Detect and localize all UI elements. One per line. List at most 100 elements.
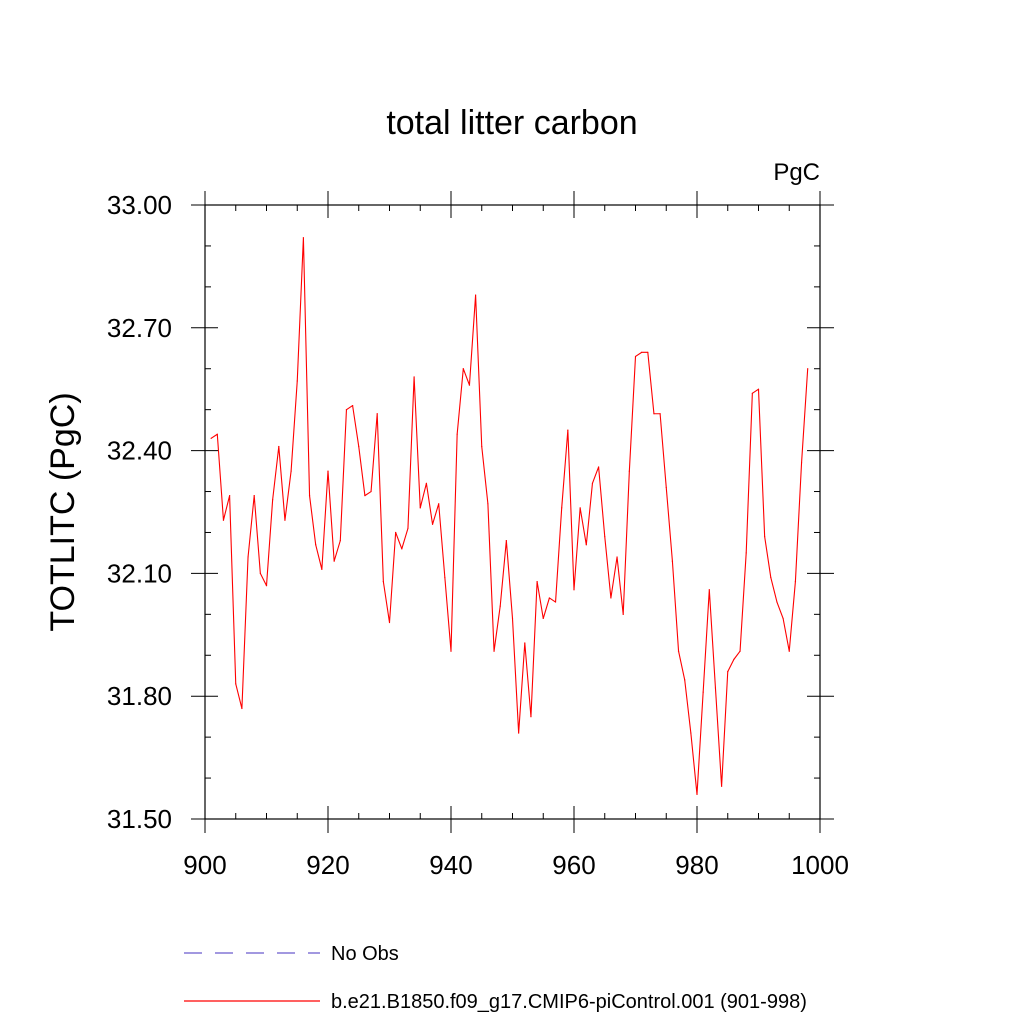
data-point [794,580,797,583]
data-point [475,294,477,296]
data-point [284,519,286,521]
data-point [536,580,538,583]
data-point [573,589,575,591]
data-point [665,486,667,489]
data-point [481,445,483,448]
data-point [339,540,341,542]
data-point [788,650,790,652]
data-point [259,572,261,575]
data-point [315,544,317,546]
data-point [702,691,704,693]
data-point [499,605,501,607]
data-point [210,437,212,439]
data-point [641,351,643,353]
data-point [800,462,803,464]
data-point [727,671,729,673]
legend-label-model: b.e21.B1850.f09_g17.CMIP6-piControl.001 … [331,991,807,1013]
x-tick-label: 960 [552,850,595,880]
x-tick-label: 980 [675,850,718,880]
data-point [622,613,624,615]
y-tick-label: 32.70 [107,313,172,343]
data-point [272,499,274,501]
series-layer [210,237,809,796]
data-point [265,585,268,587]
y-tick-label: 32.40 [107,436,172,466]
data-point [807,368,809,370]
legend-label-no-obs: No Obs [331,943,399,965]
data-point [518,732,520,734]
data-point [290,470,292,472]
data-point [444,576,446,579]
data-point [395,531,397,534]
data-point [554,601,557,603]
data-point [438,503,440,505]
data-point [505,540,507,542]
data-point [530,716,532,718]
data-point [591,482,594,484]
x-tick-label: 920 [306,850,349,880]
data-point [770,576,772,579]
series-line [210,237,809,795]
data-point [776,601,778,603]
data-point [782,617,784,620]
data-point [548,597,551,599]
data-point [653,413,655,415]
data-point [659,413,661,415]
legend: No Obs b.e21.B1850.f09_g17.CMIP6-piContr… [184,943,807,1013]
data-point [647,351,649,353]
data-point [671,560,674,562]
data-point [764,535,766,538]
data-point [302,237,304,239]
data-point [419,507,421,509]
data-point [610,597,612,599]
data-point [462,368,464,370]
data-point [604,535,606,538]
data-point [382,580,384,583]
data-point [413,376,415,378]
data-point [616,556,618,558]
data-point [684,679,686,681]
data-point [579,507,581,509]
y-axis-label: TOTLITC (PgC) [44,392,82,631]
data-point [222,519,225,521]
data-point [677,650,680,652]
data-point [542,617,544,620]
data-point [327,470,329,472]
data-point [714,687,717,689]
data-point [708,589,710,591]
data-point [628,470,630,472]
data-point [308,495,311,497]
x-tick-label: 940 [429,850,472,880]
chart-title: total litter carbon [386,104,637,142]
y-tick-label: 32.10 [107,558,172,588]
data-point [364,495,366,497]
x-tick-label: 900 [183,850,226,880]
data-point [456,433,458,435]
data-point [431,523,434,525]
data-point [401,548,403,550]
x-tick-label: 1000 [791,850,849,880]
data-point [425,482,427,484]
data-point [216,433,218,435]
data-point [690,732,692,734]
data-point [358,445,360,448]
data-point [733,658,735,660]
tick-labels: 900 920 940 960 980 1000 31.50 31.80 32.10 32.40 3… [107,190,849,880]
data-point [739,650,741,652]
axes-ticks [191,191,834,833]
y-tick-label: 33.00 [107,190,172,220]
data-point [376,413,378,415]
data-point [757,388,760,390]
data-point [634,355,637,358]
data-point [388,621,391,624]
data-point [696,793,698,796]
data-point [524,642,526,644]
data-point [751,392,753,394]
data-point [407,527,409,529]
data-point [370,490,372,493]
data-point [241,707,243,710]
data-point [235,683,237,685]
plot-frame [204,204,821,820]
data-point [493,650,495,652]
